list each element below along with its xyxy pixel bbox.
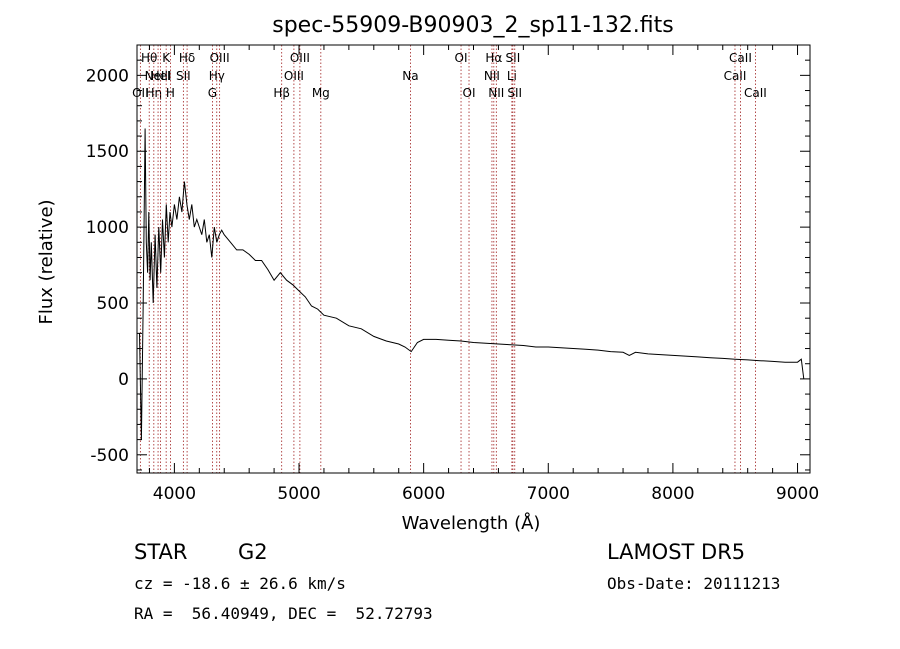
redshift-cz: cz = -18.6 ± 26.6 km/s: [134, 574, 346, 593]
line-label: Hγ: [209, 69, 225, 83]
x-axis-label: Wavelength (Å): [402, 512, 541, 534]
axes: 4000 5000 6000 7000 8000 9000 -500 0 500 1000 1500…: [86, 44, 819, 504]
line-label: Hθ: [141, 51, 157, 65]
line-label: CaII: [724, 69, 747, 83]
y-tick-label: -500: [90, 446, 129, 466]
x-tick-label: 9000: [776, 484, 819, 504]
survey-name: LAMOST DR5: [607, 540, 746, 564]
line-label: Hα: [485, 51, 502, 65]
line-label: Na: [402, 69, 418, 83]
line-label: SII: [507, 86, 522, 100]
line-label: OIII: [284, 69, 304, 83]
line-label: OIII: [210, 51, 230, 65]
line-label: G: [208, 86, 217, 100]
coordinates: RA = 56.40949, DEC = 52.72793: [134, 604, 433, 623]
line-label: Hδ: [179, 51, 195, 65]
plot-frame: [136, 44, 811, 474]
line-label: CaII: [744, 86, 767, 100]
object-class: STAR: [134, 540, 188, 564]
y-tick-label: 500: [97, 294, 129, 314]
line-label: SII: [506, 51, 521, 65]
line-label: NeIII: [145, 69, 172, 83]
line-label: K: [162, 51, 171, 65]
emission-line-markers: OIIHθHηNeIIIHeIKHSIIHδGHγOIIIHβOIIIOIIIM…: [132, 45, 767, 473]
object-subclass: G2: [238, 540, 268, 564]
x-tick-label: 5000: [277, 484, 320, 504]
spectrum-series: [139, 128, 805, 440]
x-tick-label: 7000: [527, 484, 570, 504]
line-label: Li: [507, 69, 517, 83]
line-label: OI: [455, 51, 468, 65]
line-label: HeI: [151, 69, 171, 83]
line-label: SII: [176, 69, 191, 83]
x-tick-label: 4000: [153, 484, 196, 504]
observation-date: Obs-Date: 20111213: [607, 574, 781, 593]
y-tick-label: 1500: [86, 142, 129, 162]
line-label: NII: [484, 69, 500, 83]
line-label: OII: [132, 86, 149, 100]
y-tick-label: 2000: [86, 66, 129, 86]
x-tick-label: 8000: [651, 484, 694, 504]
chart-title: spec-55909-B90903_2_sp11-132.fits: [272, 13, 674, 38]
y-tick-label: 0: [118, 370, 129, 390]
line-label: Hβ: [273, 86, 290, 100]
line-label: CaII: [729, 51, 752, 65]
line-label: NII: [488, 86, 504, 100]
line-label: Mg: [312, 86, 330, 100]
line-label: H: [166, 86, 175, 100]
y-tick-label: 1000: [86, 218, 129, 238]
line-label: OIII: [290, 51, 310, 65]
line-label: OI: [463, 86, 476, 100]
spectrum-line: [139, 128, 805, 440]
spectrum-chart: spec-55909-B90903_2_sp11-132.fits OII Hθ H…: [36, 13, 819, 534]
line-label: Hη: [146, 86, 163, 100]
y-axis-label: Flux (relative): [36, 199, 57, 324]
x-tick-label: 6000: [402, 484, 445, 504]
